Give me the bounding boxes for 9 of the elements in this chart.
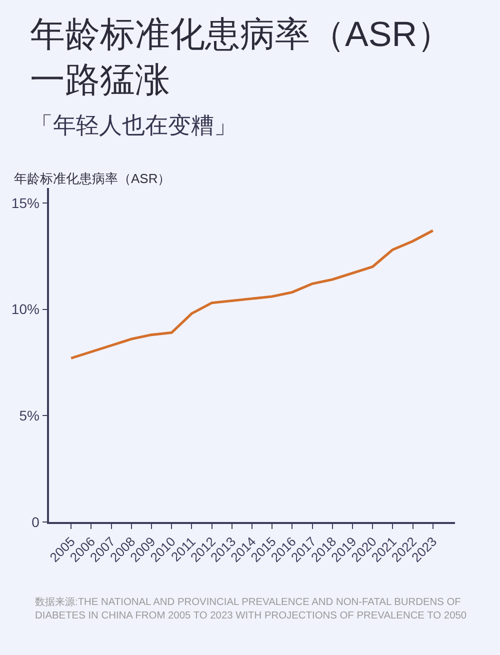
y-tick-label: 15% (11, 194, 40, 211)
y-tick-label: 5% (19, 408, 40, 424)
y-tick-label: 10% (11, 301, 40, 318)
chart-subtitle: 「年轻人也在变糟」 (30, 112, 237, 138)
source-note: 数据来源:THE NATIONAL AND PROVINCIAL PREVALENCE AND NON-FATAL BURDENS OF DIABETES IN CHINA FROM 2005 TO 2023 WITH PROJECTIONS OF PREVALENCE TO 2050 (35, 596, 467, 622)
y-axis-title: 年龄标准化患病率（ASR） (14, 171, 171, 186)
y-tick-label: 0 (32, 514, 40, 530)
line-series (70, 229, 434, 360)
chart-title: 年龄标准化患病率（ASR）一路猛涨 (30, 14, 452, 100)
